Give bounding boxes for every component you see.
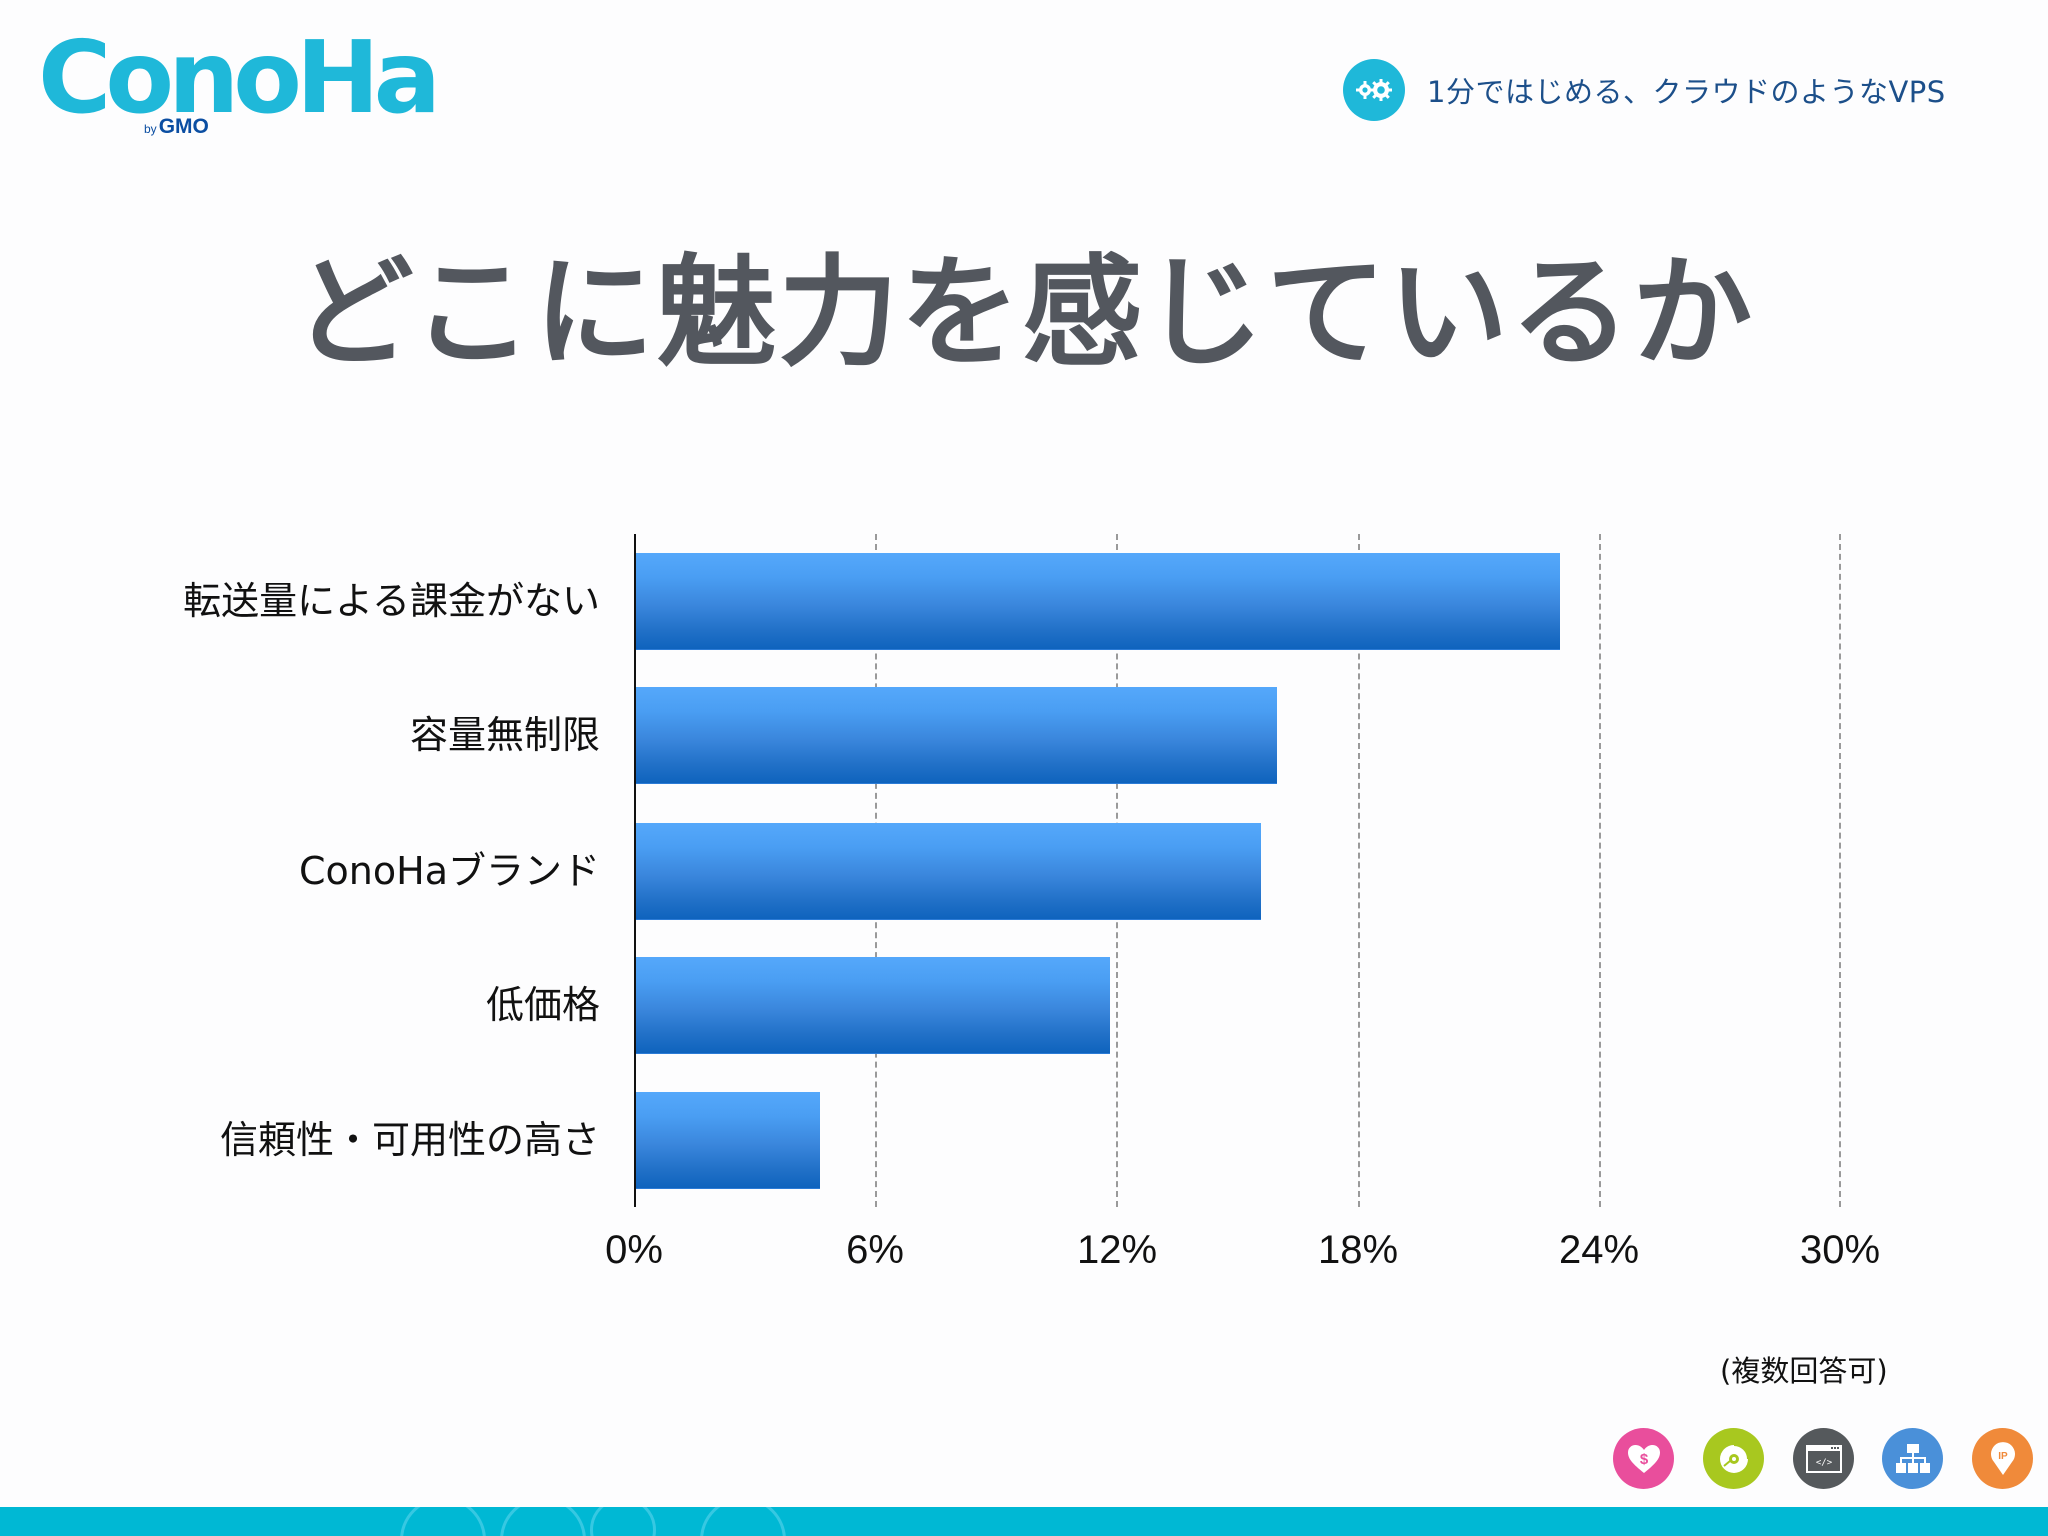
- x-tick-label: 12%: [1076, 1228, 1158, 1272]
- slide-title: どこに魅力を感じているか: [293, 244, 1755, 383]
- network-icon: [1882, 1428, 1943, 1489]
- gridline-18: [1358, 534, 1360, 1207]
- multiple-answers-note: (複数回答可): [1720, 1354, 1888, 1388]
- category-label: ConoHaブランド: [299, 849, 600, 893]
- category-label: 信頼性・可用性の高さ: [219, 1118, 600, 1162]
- bar-transfer-fee: [634, 553, 1560, 649]
- svg-text:</>: </>: [1815, 1458, 1832, 1468]
- footer-decoration: [500, 1507, 586, 1536]
- category-label: 転送量による課金がない: [183, 579, 600, 623]
- disc-icon: [1703, 1428, 1764, 1489]
- footer-decoration: [400, 1507, 486, 1536]
- tagline: 1分ではじめる、クラウドのようなVPS: [1343, 58, 1946, 122]
- footer-bar: [0, 1507, 2048, 1536]
- x-tick-label: 18%: [1317, 1228, 1399, 1272]
- category-label: 低価格: [485, 983, 600, 1027]
- bar-conoha-brand: [634, 823, 1261, 919]
- category-label: 容量無制限: [409, 713, 600, 757]
- x-tick-label: 6%: [846, 1228, 904, 1272]
- code-window-icon: </>: [1793, 1428, 1854, 1489]
- x-tick-label: 0%: [605, 1228, 663, 1272]
- y-axis-line: [634, 534, 636, 1207]
- tagline-text: 1分ではじめる、クラウドのようなVPS: [1427, 75, 1946, 109]
- gridline-24: [1599, 534, 1601, 1207]
- logo-by-gmo: byGMO: [142, 116, 211, 137]
- logo-gmo: GMO: [158, 115, 209, 138]
- gridline-30: [1839, 534, 1841, 1207]
- x-tick-label: 30%: [1799, 1228, 1881, 1272]
- svg-text:$: $: [1639, 1451, 1648, 1468]
- ip-pin-icon: IP: [1972, 1428, 2033, 1489]
- plot-area: [634, 534, 1841, 1207]
- bar-unlimited-storage: [634, 687, 1277, 783]
- bar-low-price: [634, 957, 1110, 1053]
- conoha-logo: ConoHa byGMO: [38, 28, 441, 140]
- svg-text:IP: IP: [1998, 1451, 2008, 1462]
- bar-reliability: [634, 1092, 820, 1188]
- footer-decoration: [700, 1507, 786, 1536]
- logo-by: by: [144, 122, 157, 136]
- heart-dollar-icon: $: [1613, 1428, 1674, 1489]
- gears-icon: [1343, 59, 1405, 121]
- logo-wordmark: ConoHa: [38, 19, 441, 136]
- x-tick-label: 24%: [1558, 1228, 1640, 1272]
- footer-decoration: [590, 1507, 656, 1536]
